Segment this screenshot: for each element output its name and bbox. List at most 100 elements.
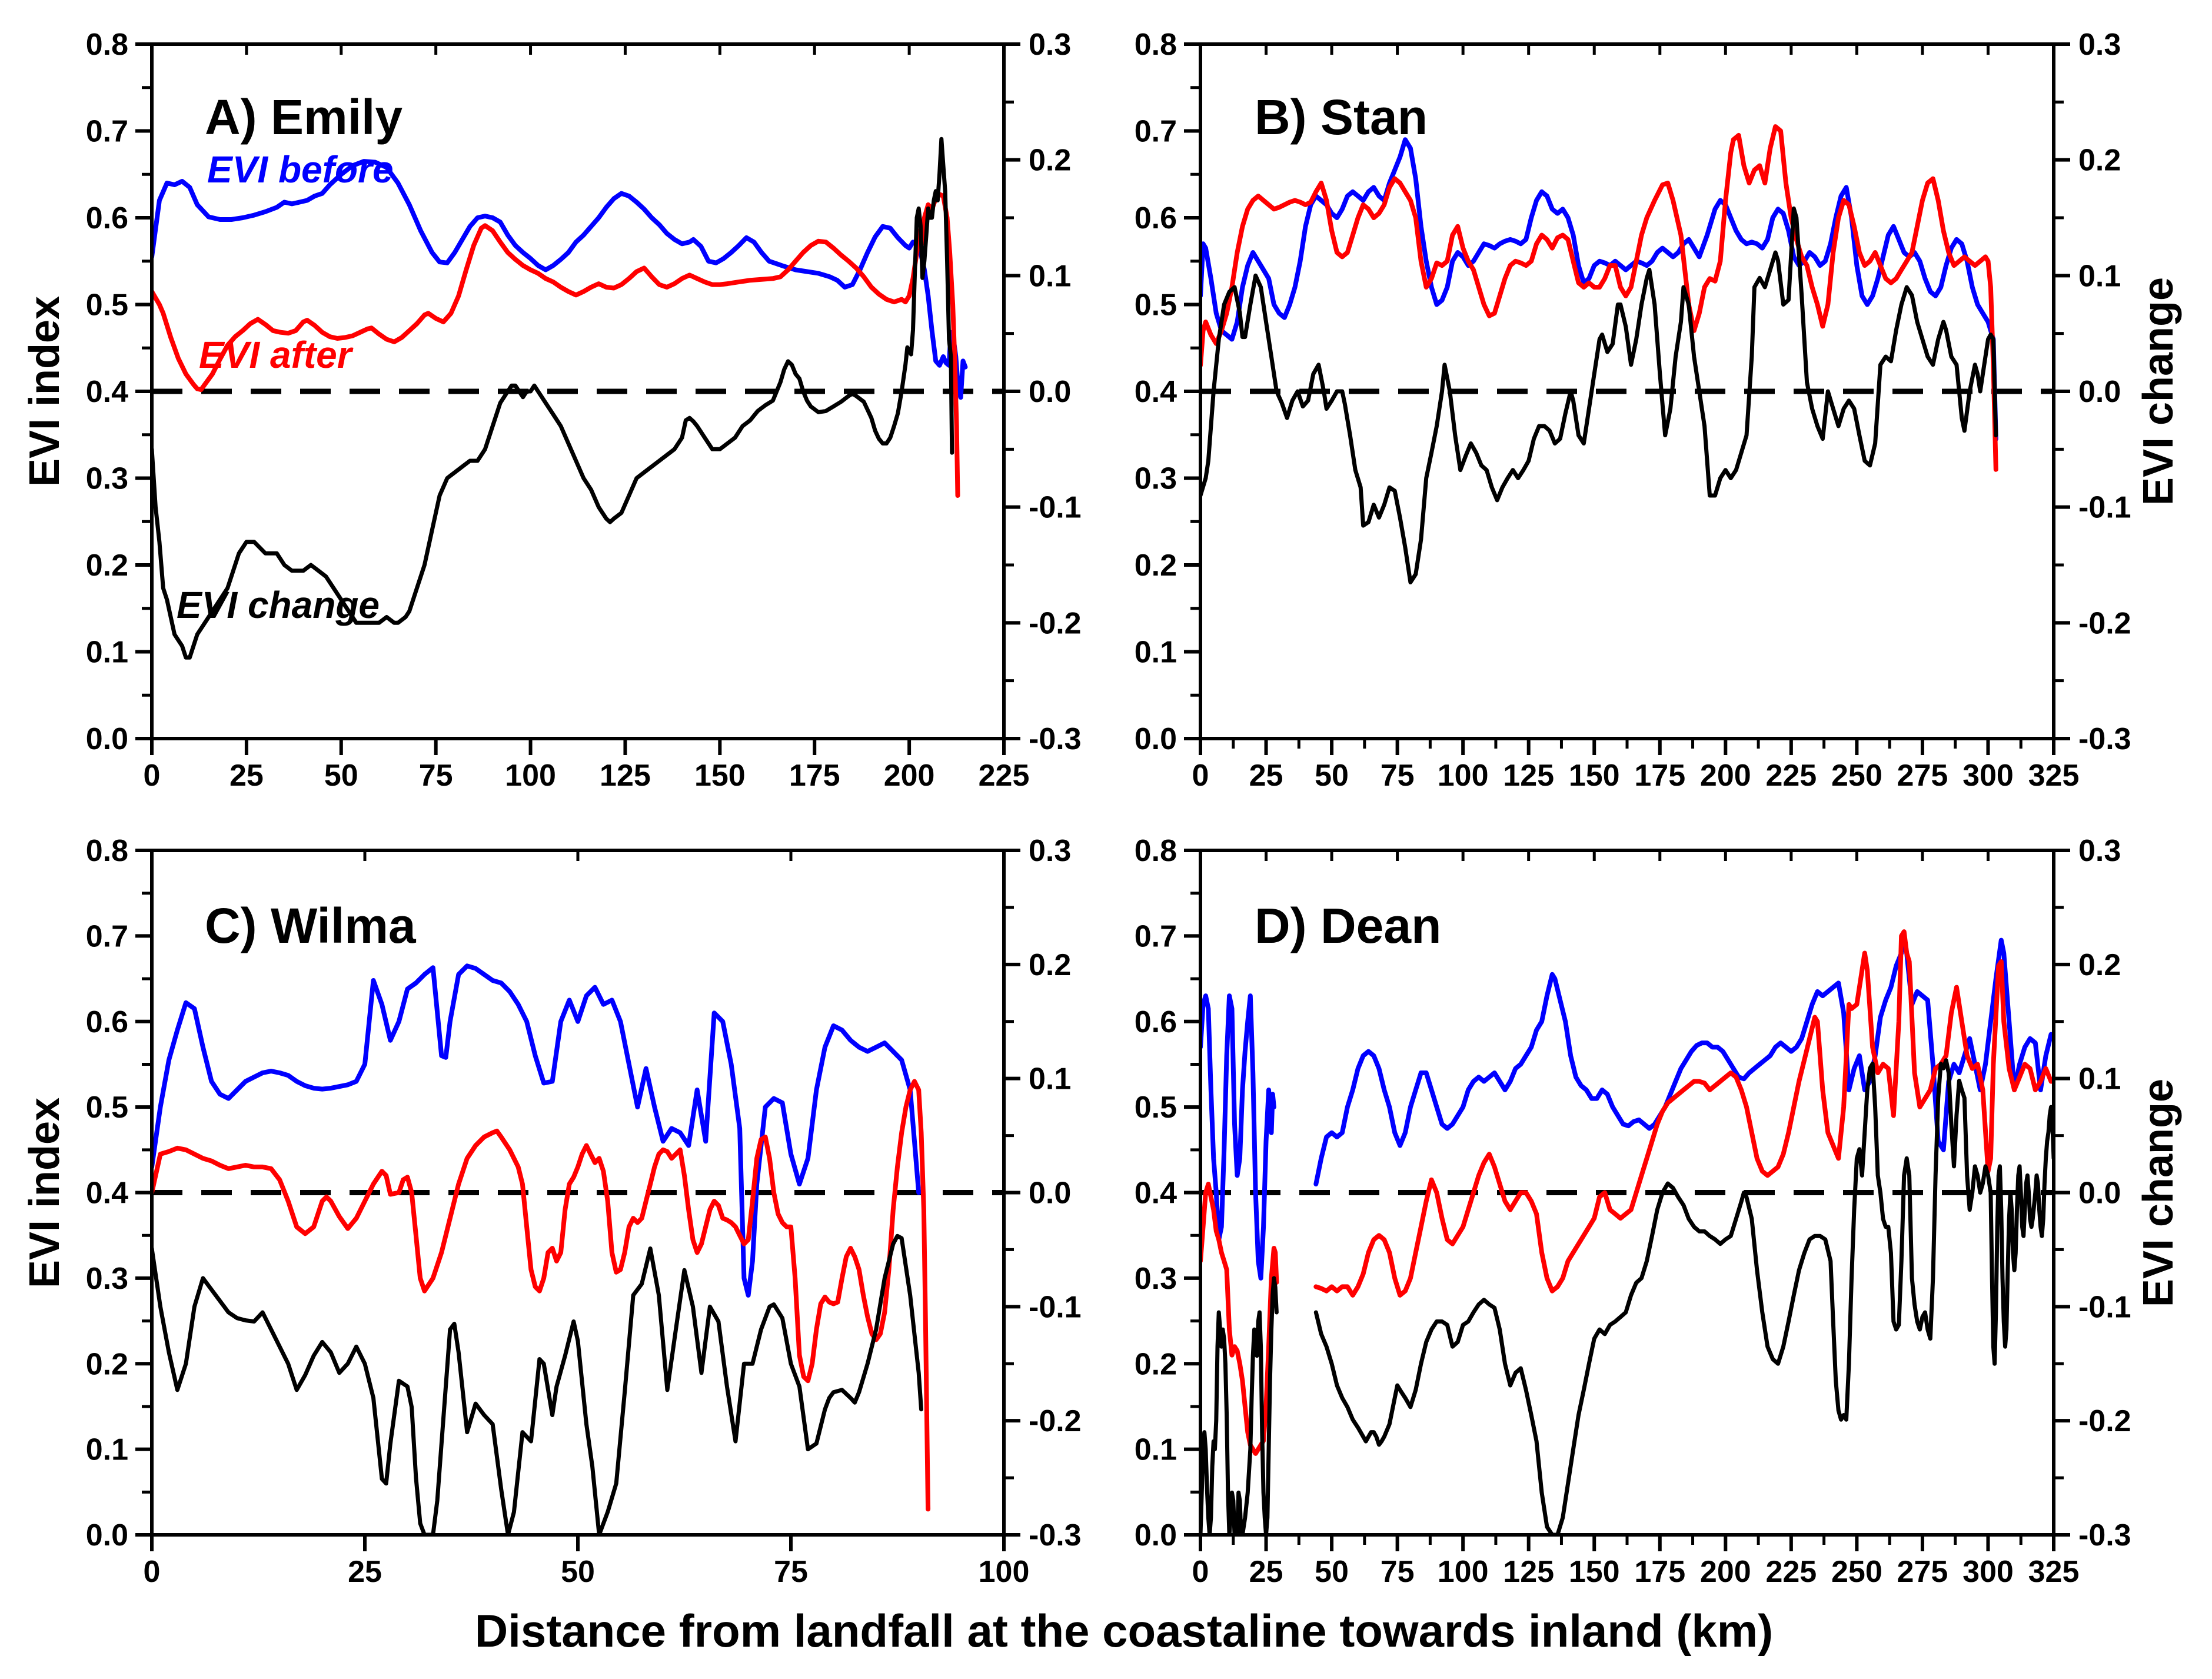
x-tick-label: 25 — [1249, 759, 1283, 793]
y-axis-left-title-row1: EVI index — [21, 296, 68, 487]
x-tick-label: 25 — [229, 759, 264, 793]
x-tick-label: 225 — [979, 759, 1030, 793]
evi_before-line-A — [152, 159, 968, 400]
x-tick-label: 50 — [561, 1555, 595, 1589]
y-left-tick-label: 0.2 — [1135, 1347, 1177, 1381]
y-left-tick-label: 0.1 — [1135, 1433, 1177, 1467]
y-right-tick-label: 0.3 — [1029, 28, 1071, 62]
evi_before-line-C — [152, 963, 922, 1298]
x-tick-label: 50 — [324, 759, 358, 793]
y-left-tick-label: 0.1 — [86, 1433, 128, 1467]
x-tick-label: 175 — [1634, 1555, 1685, 1589]
y-left-tick-label: 0.7 — [1135, 115, 1177, 149]
evi_change-line-B — [1200, 206, 1998, 584]
y-left-tick-label: 0.2 — [86, 548, 128, 583]
x-tick-label: 300 — [1962, 759, 2014, 793]
y-left-tick-label: 0.5 — [86, 1090, 128, 1125]
x-tick-label: 300 — [1962, 1555, 2014, 1589]
y-left-tick-label: 0.5 — [1135, 288, 1177, 322]
x-tick-label: 100 — [979, 1555, 1030, 1589]
y-right-tick-label: -0.2 — [1029, 606, 1082, 640]
y-right-tick-label: 0.3 — [2078, 28, 2121, 62]
x-tick-label: 25 — [348, 1555, 382, 1589]
y-right-tick-label: 0.1 — [1029, 259, 1071, 293]
y-right-tick-label: -0.3 — [1029, 1518, 1082, 1552]
y-left-tick-label: 0.6 — [86, 201, 128, 235]
x-tick-label: 125 — [1503, 1555, 1554, 1589]
panel-c-title: C) Wilma — [205, 898, 417, 953]
x-tick-label: 225 — [1765, 759, 1817, 793]
x-tick-label: 225 — [1765, 1555, 1817, 1589]
x-tick-label: 100 — [1438, 1555, 1489, 1589]
y-left-tick-label: 0.8 — [86, 28, 128, 62]
y-right-tick-label: 0.1 — [2078, 259, 2121, 293]
y-right-tick-label: -0.1 — [1029, 491, 1082, 525]
y-right-tick-label: 0.1 — [1029, 1062, 1071, 1096]
x-tick-label: 150 — [1569, 1555, 1620, 1589]
y-left-tick-label: 0.2 — [1135, 548, 1177, 583]
x-tick-label: 250 — [1831, 759, 1882, 793]
y-axis-right-title-row1: EVI change — [2135, 277, 2182, 506]
y-right-tick-label: 0.0 — [2078, 1176, 2121, 1211]
y-right-tick-label: 0.3 — [1029, 834, 1071, 868]
y-left-tick-label: 0.6 — [1135, 201, 1177, 235]
y-right-tick-label: -0.2 — [2078, 1404, 2131, 1438]
evi_after-line-D — [1313, 929, 2054, 1298]
evi_change-line-C — [152, 1234, 923, 1535]
y-right-tick-label: 0.2 — [1029, 144, 1071, 178]
evi_after-line-C — [152, 1079, 931, 1512]
evi_after-line-A — [152, 192, 960, 498]
x-tick-label: 75 — [1381, 759, 1415, 793]
y-right-tick-label: 0.0 — [1029, 375, 1071, 409]
panel-a-title: A) Emily — [205, 89, 403, 145]
x-tick-label: 75 — [1381, 1555, 1415, 1589]
y-right-tick-label: -0.1 — [2078, 491, 2131, 525]
y-left-tick-label: 0.3 — [86, 1262, 128, 1296]
x-tick-label: 100 — [1438, 759, 1489, 793]
legend-evi-after: EVI after — [199, 334, 354, 376]
y-right-tick-label: -0.3 — [2078, 722, 2131, 756]
y-left-tick-label: 0.2 — [86, 1347, 128, 1381]
y-left-tick-label: 0.8 — [1135, 28, 1177, 62]
x-tick-label: 0 — [1192, 759, 1209, 793]
legend-evi-change: EVI change — [177, 584, 380, 626]
panel-b-title: B) Stan — [1255, 89, 1428, 145]
evi_change-line-D — [1313, 1058, 2054, 1535]
y-left-tick-label: 0.4 — [86, 1176, 128, 1211]
panel-d-title: D) Dean — [1255, 898, 1441, 953]
y-left-tick-label: 0.3 — [86, 462, 128, 496]
x-tick-label: 275 — [1897, 1555, 1948, 1589]
y-left-tick-label: 0.8 — [1135, 834, 1177, 868]
y-right-tick-label: 0.3 — [2078, 834, 2121, 868]
y-right-tick-label: 0.0 — [1029, 1176, 1071, 1211]
x-tick-label: 50 — [1315, 759, 1349, 793]
x-tick-label: 125 — [1503, 759, 1554, 793]
y-axis-right-title-row2: EVI change — [2135, 1079, 2182, 1307]
x-axis-title: Distance from landfall at the coastaline… — [475, 1605, 1773, 1657]
y-left-tick-label: 0.5 — [86, 288, 128, 322]
evi_change-line-A — [152, 137, 954, 660]
x-tick-label: 0 — [144, 759, 161, 793]
x-tick-label: 200 — [1700, 1555, 1751, 1589]
evi_after-line-B — [1200, 124, 1998, 472]
y-right-tick-label: -0.1 — [1029, 1290, 1082, 1324]
x-tick-label: 200 — [884, 759, 935, 793]
x-tick-label: 0 — [144, 1555, 161, 1589]
y-left-tick-label: 0.3 — [1135, 1262, 1177, 1296]
x-tick-label: 150 — [694, 759, 746, 793]
y-right-tick-label: -0.1 — [2078, 1290, 2131, 1324]
evi_change-line-D — [1200, 1276, 1279, 1535]
evi_after-line-D — [1200, 1182, 1279, 1456]
y-right-tick-label: -0.2 — [2078, 606, 2131, 640]
x-tick-label: 0 — [1192, 1555, 1209, 1589]
x-tick-label: 275 — [1897, 759, 1948, 793]
x-tick-label: 125 — [600, 759, 651, 793]
y-left-tick-label: 0.7 — [1135, 919, 1177, 953]
y-left-tick-label: 0.1 — [86, 636, 128, 670]
x-tick-label: 100 — [505, 759, 556, 793]
y-left-tick-label: 0.6 — [1135, 1005, 1177, 1039]
x-tick-label: 175 — [789, 759, 840, 793]
y-left-tick-label: 0.1 — [1135, 636, 1177, 670]
